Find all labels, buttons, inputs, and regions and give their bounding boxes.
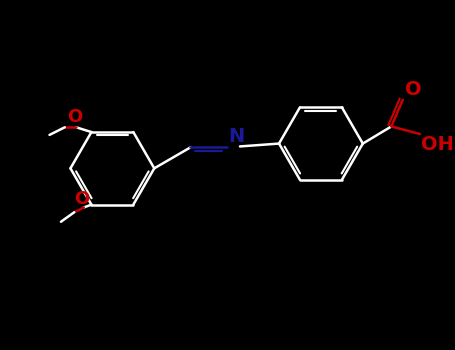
Text: OH: OH (421, 135, 454, 154)
Text: N: N (228, 127, 245, 146)
Text: O: O (74, 190, 90, 209)
Text: O: O (66, 108, 82, 126)
Text: O: O (404, 80, 421, 99)
